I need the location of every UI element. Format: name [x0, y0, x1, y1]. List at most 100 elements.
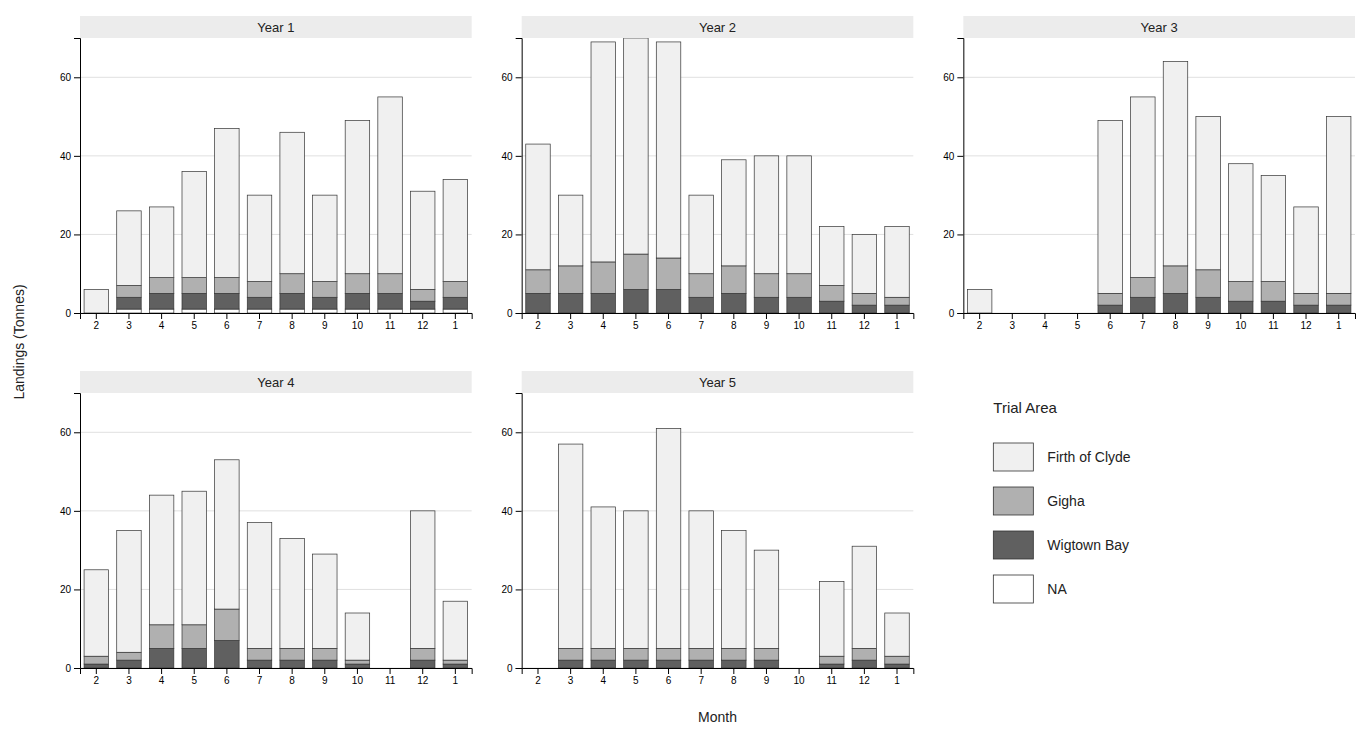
- y-tick-mark: [74, 234, 80, 235]
- bar: [443, 297, 467, 309]
- y-tick-mark: [74, 77, 80, 78]
- grid-line: [522, 432, 914, 433]
- x-tick-label: 11: [1268, 320, 1279, 331]
- x-tick-mark: [603, 313, 604, 319]
- y-tick-mark: [516, 668, 522, 669]
- title-strip: [963, 16, 1355, 38]
- bar: [117, 309, 141, 313]
- bar: [1229, 282, 1253, 302]
- x-tick: 9: [764, 313, 770, 331]
- x-tick: 8: [289, 313, 295, 331]
- bar: [787, 668, 811, 669]
- bar: [1163, 266, 1187, 294]
- bar: [656, 289, 680, 313]
- x-tick-label: 3: [126, 320, 132, 331]
- grid-line: [522, 77, 914, 78]
- y-tick: 20: [943, 229, 963, 240]
- bar: [526, 668, 550, 669]
- x-tick-mark: [390, 313, 391, 319]
- bar: [1196, 270, 1220, 298]
- bar: [722, 531, 746, 649]
- bar: [410, 511, 434, 649]
- bar: [591, 648, 615, 660]
- bar: [1294, 305, 1318, 313]
- bar: [215, 278, 239, 294]
- bar: [1261, 282, 1285, 302]
- grid-line: [80, 432, 472, 433]
- panel: Year 22345678910111210204060: [502, 16, 914, 331]
- bar: [345, 121, 369, 274]
- x-tick-mark: [701, 313, 702, 319]
- x-tick-label: 8: [289, 320, 295, 331]
- x-tick-label: 6: [666, 675, 672, 686]
- x-tick-mark: [799, 668, 800, 674]
- panel: Year 12345678910111210204060: [60, 16, 472, 331]
- y-tick-label: 20: [60, 584, 72, 595]
- bar: [1131, 278, 1155, 298]
- bar: [656, 428, 680, 648]
- x-tick: 5: [191, 313, 197, 331]
- bar: [247, 282, 271, 298]
- bar: [182, 172, 206, 278]
- x-tick-label: 3: [1010, 320, 1016, 331]
- bar: [280, 538, 304, 648]
- bar-series: [84, 97, 468, 313]
- x-tick-mark: [603, 668, 604, 674]
- bar: [852, 660, 876, 668]
- bar: [722, 160, 746, 266]
- bar: [885, 297, 909, 305]
- x-tick-label: 8: [289, 675, 295, 686]
- x-tick-label: 10: [352, 675, 364, 686]
- bar: [819, 664, 843, 668]
- x-tick: 2: [94, 313, 100, 331]
- bar-series: [84, 641, 468, 669]
- x-tick-label: 5: [191, 320, 197, 331]
- bar: [117, 286, 141, 298]
- bar-series: [558, 660, 909, 668]
- x-tick: 3: [1010, 313, 1016, 331]
- bar: [885, 227, 909, 298]
- bar: [852, 234, 876, 293]
- bar: [526, 144, 550, 270]
- bar: [345, 274, 369, 294]
- x-tick-mark: [537, 668, 538, 674]
- x-axis-line: [522, 669, 914, 675]
- x-tick: 12: [417, 313, 429, 331]
- x-tick-label: 2: [94, 320, 100, 331]
- x-tick-mark: [1273, 313, 1274, 319]
- legend-swatch: [993, 443, 1033, 471]
- bar: [787, 297, 811, 313]
- bar: [182, 293, 206, 309]
- x-axis-line: [522, 314, 914, 320]
- bar: [722, 266, 746, 294]
- y-tick: 60: [502, 72, 522, 83]
- legend: Trial AreaFirth of ClydeGighaWigtown Bay…: [993, 399, 1130, 603]
- bar: [149, 278, 173, 294]
- bar-series: [967, 62, 1351, 313]
- bar: [443, 660, 467, 664]
- bar: [1294, 293, 1318, 305]
- x-tick-label: 1: [453, 675, 459, 686]
- y-tick-label: 60: [943, 72, 955, 83]
- bar: [526, 668, 550, 669]
- bar: [378, 97, 402, 274]
- x-tick: 6: [1107, 313, 1113, 331]
- y-axis-line: [516, 39, 523, 314]
- x-tick-label: 6: [1107, 320, 1113, 331]
- legend-swatch: [993, 531, 1033, 559]
- y-tick-mark: [516, 77, 522, 78]
- bar: [624, 660, 648, 668]
- bar: [313, 195, 337, 281]
- y-tick-label: 60: [60, 72, 72, 83]
- bar: [378, 668, 402, 669]
- bar: [247, 297, 271, 309]
- bar: [819, 301, 843, 313]
- x-tick: 6: [224, 668, 230, 686]
- x-tick-mark: [422, 668, 423, 674]
- x-axis-line: [81, 669, 473, 675]
- bar: [149, 309, 173, 313]
- x-tick: 6: [224, 313, 230, 331]
- x-axis: 234567891011121: [81, 668, 473, 686]
- bar: [1000, 313, 1024, 314]
- title-strip: [80, 371, 472, 393]
